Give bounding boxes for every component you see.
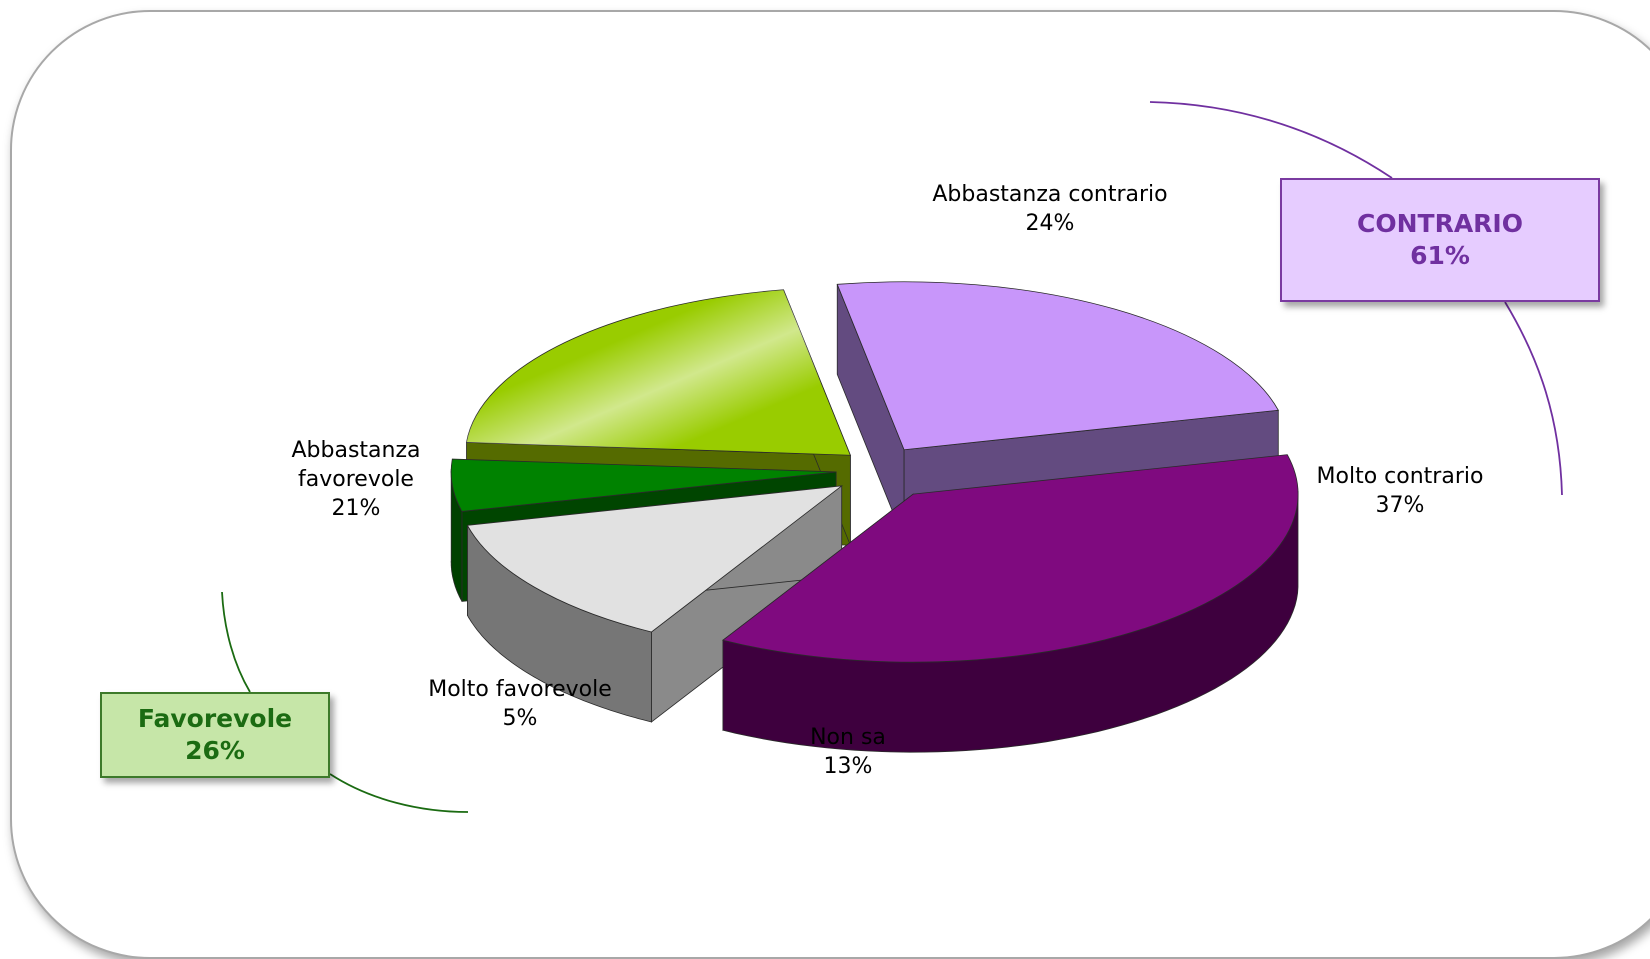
slice-label-line: Abbastanza — [291, 438, 420, 463]
group-label-favorevole: Favorevole — [137, 704, 293, 733]
group-value-contrario: 61% — [1410, 241, 1470, 270]
slice-molto-favorevole-top — [450, 458, 837, 512]
contrario-connector-top — [1149, 101, 1393, 179]
slice-label-abbastanza-contrario: Abbastanza contrario 24% — [932, 182, 1167, 236]
slice-abbastanza-favorevole-highlight — [466, 289, 851, 456]
slice-molto-contrario — [722, 454, 1299, 753]
slice-label-molto-favorevole: Molto favorevole 5% — [428, 677, 612, 731]
slice-label-line: 21% — [332, 496, 381, 521]
slice-labels: Abbastanza contrario 24% Molto contrario 37… — [291, 182, 1483, 779]
slice-label-line: Non sa — [810, 725, 886, 750]
favorevole-connector-bottom — [329, 773, 469, 813]
slice-molto-contrario-top — [722, 454, 1299, 663]
slice-label-line: 24% — [1026, 211, 1075, 236]
favorevole-connector-top — [221, 591, 251, 693]
slice-label-line: Molto favorevole — [428, 677, 612, 702]
slice-non-sa — [466, 485, 844, 723]
slice-label-line: Abbastanza contrario — [932, 182, 1167, 207]
slice-label-line: 13% — [824, 754, 873, 779]
connector-layer — [221, 101, 1563, 813]
slice-label-line: Molto contrario — [1317, 464, 1484, 489]
slice-label-line: 37% — [1376, 493, 1425, 518]
slice-label-abbastanza-favorevole: Abbastanza favorevole 21% — [291, 438, 420, 521]
slice-label-molto-contrario: Molto contrario 37% — [1317, 464, 1484, 518]
group-label-contrario: CONTRARIO — [1357, 209, 1523, 238]
group-box-favorevole: Favorevole 26% — [100, 692, 330, 778]
pie-chart: Abbastanza contrario 24% Molto contrario 37… — [221, 101, 1563, 813]
pie-layer — [450, 281, 1299, 753]
slice-label-non-sa: Non sa 13% — [810, 725, 886, 779]
group-box-contrario: CONTRARIO 61% — [1280, 178, 1600, 302]
group-value-favorevole: 26% — [185, 736, 245, 765]
slice-label-line: 5% — [503, 706, 538, 731]
contrario-connector-bottom — [1504, 301, 1563, 496]
slice-abbastanza-contrario-top — [836, 281, 1279, 451]
slice-label-line: favorevole — [298, 467, 414, 492]
slice-non-sa-top — [466, 485, 844, 633]
